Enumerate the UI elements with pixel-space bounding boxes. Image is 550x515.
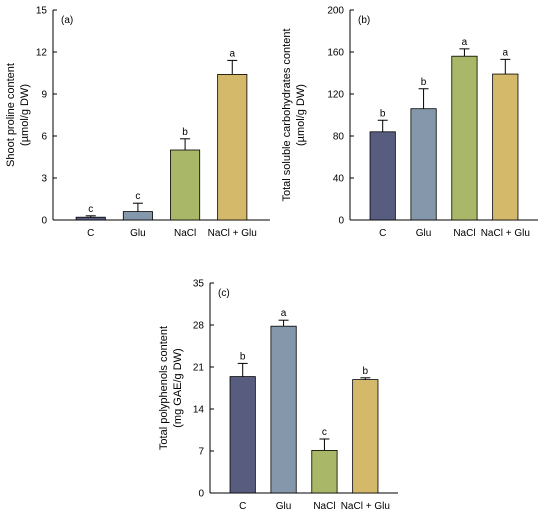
bar-glu [410,108,437,221]
y-tick-label: 3 [41,174,47,185]
significance-letter: a [229,48,235,59]
significance-letter: b [380,108,386,119]
bar-nacl-glu [217,74,248,221]
y-tick-label: 6 [41,132,47,143]
panel-label: (b) [358,15,370,26]
y-axis-title: (mg GAE/g DW) [172,348,184,427]
x-category-label: Glu [416,228,432,239]
bar-nacl [451,55,478,221]
y-axis-title: Shoot proline content [5,63,17,167]
x-category-label: NaCl + Glu [481,228,530,239]
y-tick-label: 21 [193,363,205,374]
x-category-label: C [87,228,94,239]
significance-letter: a [503,47,509,58]
bar-nacl-glu [352,379,379,494]
significance-letter: b [182,127,188,138]
y-axis-title: Total soluble carbohydrates content [281,28,293,201]
y-tick-label: 9 [41,90,47,101]
y-tick-label: 14 [193,405,205,416]
y-axis-title: Total polyphenols content [158,326,170,450]
panel-label: (c) [218,288,230,299]
y-tick-label: 28 [193,321,205,332]
bar-nacl-glu [492,73,519,221]
x-category-label: NaCl [174,228,196,239]
y-tick-label: 160 [327,48,344,59]
y-axis-title: (µmol/g DW) [295,84,307,146]
x-category-label: C [379,228,386,239]
y-tick-label: 40 [333,174,345,185]
y-tick-label: 35 [193,279,205,290]
bar-glu [122,211,153,221]
bar-c [369,131,396,221]
significance-letter: c [322,427,327,438]
y-tick-label: 0 [338,216,344,227]
x-category-label: NaCl [453,228,475,239]
x-category-label: NaCl [313,501,335,512]
bar-c [75,216,106,221]
x-category-label: NaCl + Glu [341,501,390,512]
panel-c: 0 7 14 21 28 35 Total polyphenols content (mg G… [158,279,398,512]
y-tick-label: 200 [327,6,344,17]
y-tick-label: 120 [327,90,344,101]
significance-letter: b [421,77,427,88]
significance-letter: c [135,191,140,202]
y-tick-label: 15 [36,6,48,17]
bar-glu [270,325,297,494]
x-category-label: NaCl + Glu [208,228,257,239]
bar-c [229,376,256,494]
bar-nacl [311,449,338,494]
significance-letter: b [363,366,369,377]
significance-letter: a [462,37,468,48]
y-tick-label: 12 [36,48,48,59]
panel-label: (a) [61,15,73,26]
y-tick-label: 7 [198,447,204,458]
panel-b: 0 40 80 120 160 200 Total soluble carbohydrate… [281,6,538,239]
x-category-label: Glu [276,501,292,512]
panel-a: 0 3 6 9 12 15 Shoot proline content (µmol/g DW)… [5,6,270,239]
y-tick-label: 0 [41,216,47,227]
y-tick-label: 0 [198,489,204,500]
significance-letter: c [88,204,93,215]
significance-letter: b [240,351,246,362]
y-axis-title: (µmol/g DW) [19,84,31,146]
bar-nacl [170,149,201,221]
significance-letter: a [281,308,287,319]
x-category-label: C [239,501,246,512]
y-tick-label: 80 [333,132,345,143]
x-category-label: Glu [130,228,146,239]
